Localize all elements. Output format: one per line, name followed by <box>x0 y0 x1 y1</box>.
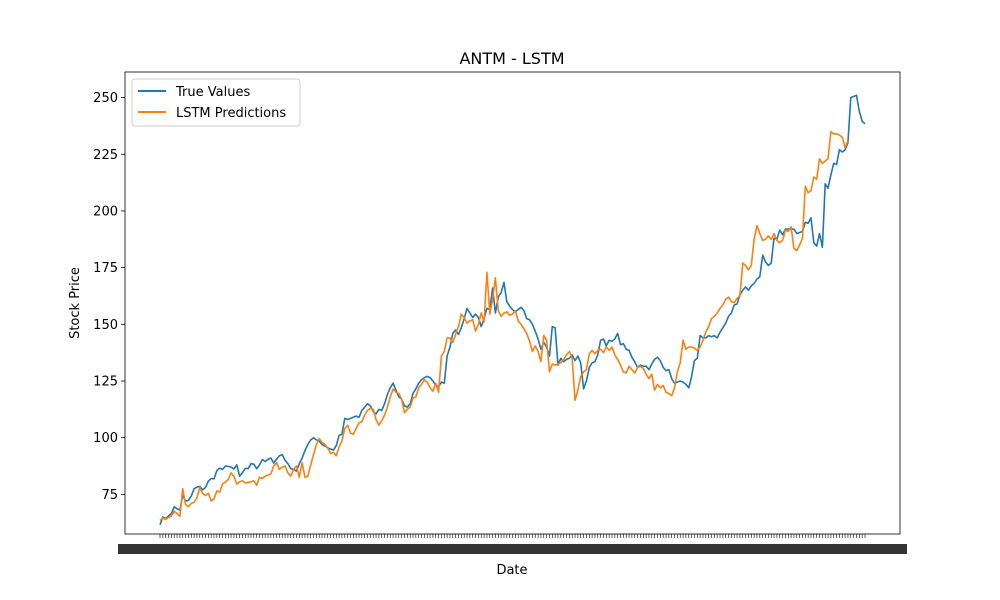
y-tick-label: 125 <box>93 374 118 389</box>
y-axis-ticks: 75 100 125 150 175 200 225 250 <box>93 91 125 503</box>
plot-area: 75 100 125 150 175 200 225 250 <box>93 71 907 554</box>
legend-label-true-values: True Values <box>175 85 250 100</box>
series-line-true-values <box>159 94 866 525</box>
y-tick-label: 100 <box>93 431 118 446</box>
y-tick-label: 175 <box>93 261 118 276</box>
series-line-lstm-predictions <box>159 130 849 522</box>
y-tick-label: 150 <box>93 318 118 333</box>
x-tick-labels-overlapping <box>118 544 907 554</box>
y-tick-label: 200 <box>93 204 118 219</box>
legend-label-lstm-predictions: LSTM Predictions <box>176 106 286 121</box>
y-tick-label: 225 <box>93 148 118 163</box>
series-lines <box>159 94 866 525</box>
legend-box <box>131 78 301 127</box>
x-axis-label: Date <box>496 563 527 578</box>
y-axis-label: Stock Price <box>68 267 83 339</box>
y-tick-label: 75 <box>101 488 118 503</box>
legend: True Values LSTM Predictions <box>131 78 301 127</box>
chart-title: ANTM - LSTM <box>459 49 564 68</box>
y-tick-label: 250 <box>93 91 118 106</box>
x-axis-ticks <box>118 534 907 554</box>
